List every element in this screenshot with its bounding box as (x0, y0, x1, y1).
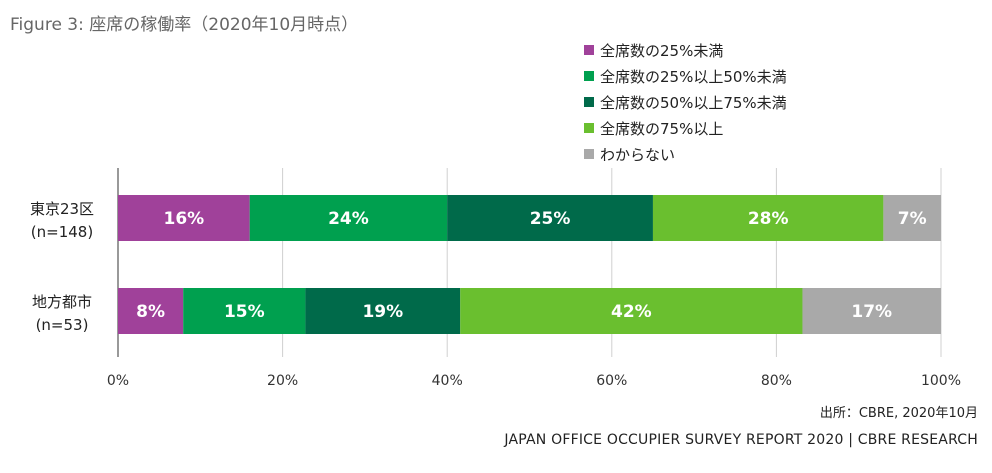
x-tick-label: 80% (761, 373, 792, 389)
legend-item: 全席数の75%以上 (584, 115, 787, 141)
x-tick-label: 60% (596, 373, 627, 389)
legend-label: 全席数の50%以上75%未満 (600, 93, 787, 112)
data-label: 19% (362, 302, 403, 322)
report-footer: JAPAN OFFICE OCCUPIER SURVEY REPORT 2020… (504, 432, 978, 448)
category-sample-label: (n=53) (36, 316, 89, 334)
legend-label: 全席数の25%未満 (600, 41, 724, 60)
legend-swatch (584, 149, 594, 159)
chart-title: Figure 3: 座席の稼働率（2020年10月時点） (10, 15, 359, 35)
source-note: 出所：CBRE, 2020年10月 (819, 406, 978, 421)
legend-label: 全席数の25%以上50%未満 (600, 67, 787, 86)
data-label: 28% (748, 209, 789, 229)
legend-swatch (584, 71, 594, 81)
data-label: 24% (328, 209, 369, 229)
data-label: 25% (530, 209, 571, 229)
category-sample-label: (n=148) (31, 223, 93, 241)
category-label: 東京23区 (30, 200, 94, 218)
legend-swatch (584, 45, 594, 55)
x-tick-label: 40% (432, 373, 463, 389)
x-tick-label: 0% (107, 373, 129, 389)
bar-segment (305, 288, 461, 334)
legend-label: わからない (600, 145, 676, 164)
x-tick-label: 20% (267, 373, 298, 389)
chart-legend: 全席数の25%未満全席数の25%以上50%未満 全席数の50%以上75%未満 全席数… (584, 37, 787, 167)
data-label: 16% (163, 209, 204, 229)
bar-segment (802, 288, 941, 334)
bar-segment (118, 288, 184, 334)
legend-item: 全席数の25%以上50%未満 (584, 63, 787, 89)
legend-label: 全席数の75%以上 (600, 119, 724, 138)
bar-segment (883, 195, 941, 241)
category-label: 地方都市 (32, 293, 92, 311)
data-label: 8% (136, 302, 165, 322)
legend-item: わからない (584, 141, 787, 167)
bar-segment (183, 288, 306, 334)
bar-segment (652, 195, 884, 241)
data-label: 17% (851, 302, 892, 322)
data-label: 42% (611, 302, 652, 322)
x-tick-label: 100% (921, 373, 961, 389)
data-label: 15% (224, 302, 265, 322)
bar-segment (249, 195, 448, 241)
legend-swatch (584, 123, 594, 133)
legend-swatch (584, 97, 594, 107)
bar-segment (118, 195, 250, 241)
legend-item: 全席数の50%以上75%未満 (584, 89, 787, 115)
data-label: 7% (898, 209, 927, 229)
bar-segment (447, 195, 653, 241)
legend-item: 全席数の25%未満 (584, 37, 787, 63)
bar-segment (460, 288, 803, 334)
